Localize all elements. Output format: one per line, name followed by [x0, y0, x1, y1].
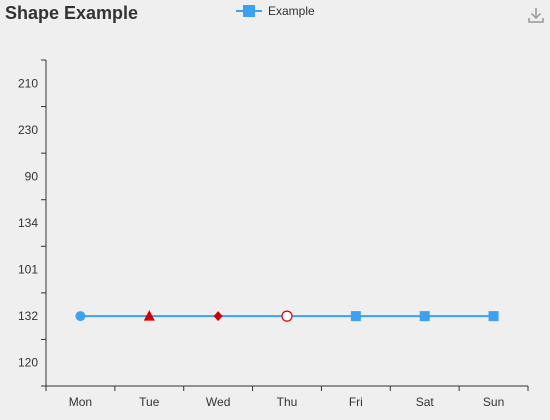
download-icon — [528, 8, 544, 23]
data-point-wed[interactable] — [213, 311, 223, 322]
y-tick-label: 230 — [18, 123, 38, 137]
legend-series-swatch — [236, 3, 262, 19]
y-tick-label: 210 — [18, 76, 38, 90]
data-point-tue[interactable] — [143, 310, 155, 321]
data-point-fri[interactable] — [350, 311, 361, 322]
y-tick-label: 120 — [18, 356, 38, 370]
data-point-thu[interactable] — [281, 310, 293, 322]
x-tick-label: Wed — [206, 395, 230, 409]
x-tick-label: Thu — [277, 395, 298, 409]
x-tick-label: Sat — [416, 395, 435, 409]
y-tick-label: 90 — [25, 169, 39, 183]
download-button[interactable] — [526, 5, 546, 25]
x-tick-label: Mon — [69, 395, 92, 409]
y-tick-label: 132 — [18, 309, 38, 323]
y-tick-label: 101 — [18, 263, 38, 277]
y-tick-label: 134 — [18, 216, 38, 230]
x-tick-label: Sun — [483, 395, 504, 409]
data-point-sat[interactable] — [419, 311, 430, 322]
chart-title: Shape Example — [5, 3, 139, 23]
legend[interactable]: Example — [236, 3, 315, 19]
data-point-mon[interactable] — [75, 311, 86, 322]
x-tick-label: Tue — [139, 395, 160, 409]
x-tick-label: Fri — [349, 395, 363, 409]
data-point-sun[interactable] — [488, 311, 499, 322]
legend-series-label: Example — [268, 4, 315, 18]
